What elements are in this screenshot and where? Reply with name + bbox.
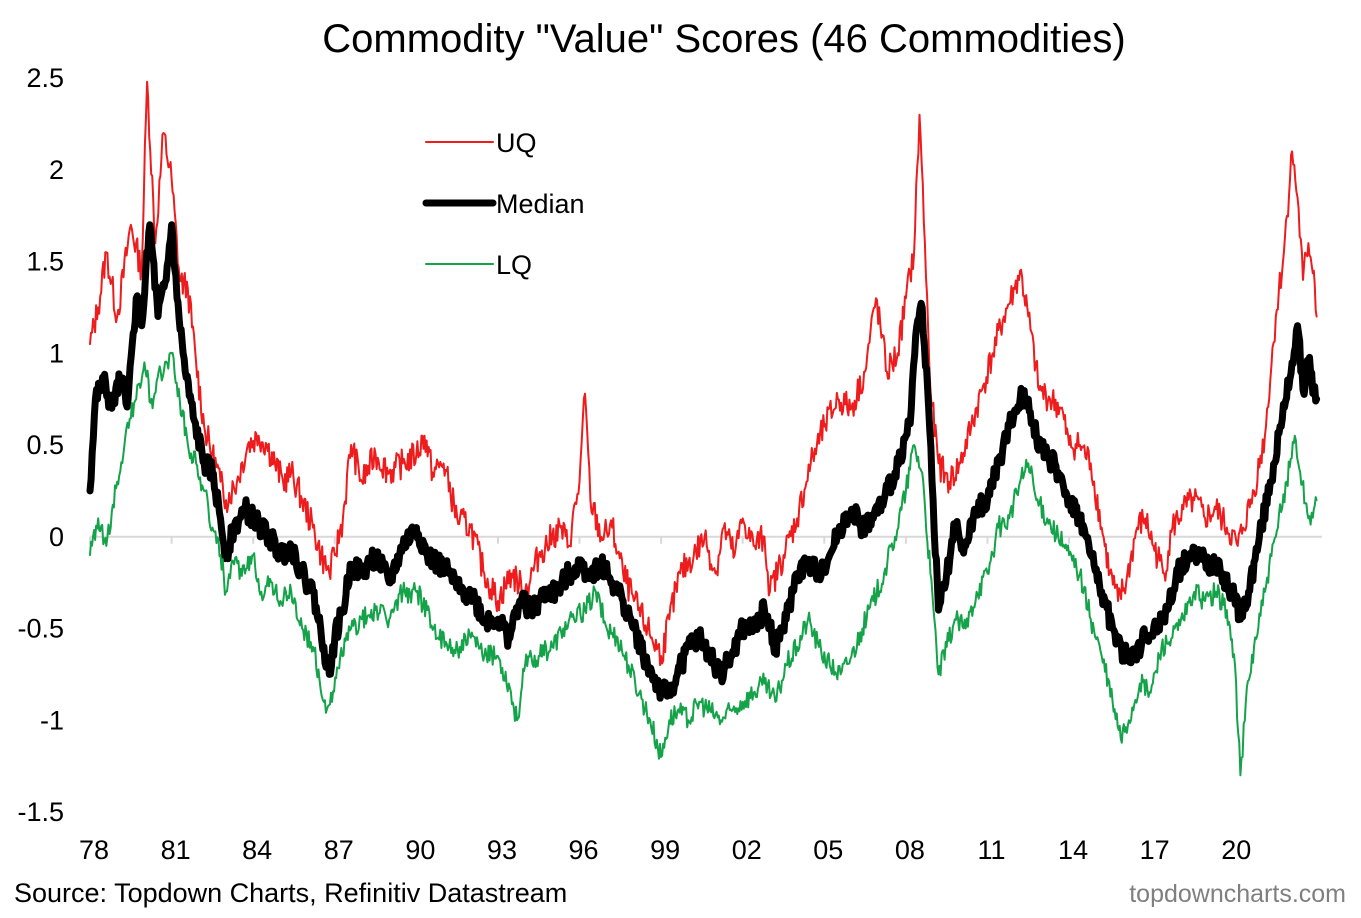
chart-title: Commodity "Value" Scores (46 Commodities… — [322, 17, 1125, 61]
x-tick-label: 78 — [79, 835, 109, 865]
x-tick-label: 99 — [650, 835, 680, 865]
x-tick-label: 96 — [569, 835, 599, 865]
y-tick-label: 2 — [49, 155, 64, 185]
y-tick-label: -1 — [40, 705, 64, 735]
x-tick-label: 17 — [1140, 835, 1170, 865]
y-tick-label: 0 — [49, 522, 64, 552]
y-tick-label: 1.5 — [26, 247, 64, 277]
x-tick-label: 14 — [1058, 835, 1088, 865]
x-tick-label: 90 — [405, 835, 435, 865]
x-tick-label: 20 — [1221, 835, 1251, 865]
source-note: Source: Topdown Charts, Refinitiv Datast… — [14, 878, 567, 908]
y-tick-label: 2.5 — [26, 63, 64, 93]
y-tick-label: 0.5 — [26, 430, 64, 460]
series-line-lq — [89, 351, 1318, 777]
y-tick-label: -0.5 — [17, 614, 64, 644]
legend-label-lq: LQ — [496, 250, 532, 280]
x-tick-label: 81 — [161, 835, 191, 865]
x-axis: 78 81 84 87 90 93 96 99 02 05 08 11 14 17 20 — [79, 835, 1251, 865]
x-tick-label: 87 — [324, 835, 354, 865]
legend-label-uq: UQ — [496, 128, 537, 158]
x-tick-label: 93 — [487, 835, 517, 865]
x-tick-label: 05 — [813, 835, 843, 865]
x-tick-label: 02 — [732, 835, 762, 865]
series-line-uq — [89, 80, 1318, 667]
y-tick-label: 1 — [49, 338, 64, 368]
legend-label-median: Median — [496, 189, 585, 219]
x-tick-label: 08 — [895, 835, 925, 865]
series-line-median — [86, 221, 1321, 702]
x-tick-label: 84 — [242, 835, 272, 865]
y-tick-label: -1.5 — [17, 797, 64, 827]
x-tick-label: 11 — [977, 835, 1005, 865]
y-axis: 2.5 2 1.5 1 0.5 0 -0.5 -1 -1.5 — [17, 63, 64, 827]
legend: UQ Median LQ — [422, 128, 585, 280]
brand-watermark: topdowncharts.com — [1129, 880, 1346, 908]
plot-area — [86, 80, 1321, 777]
